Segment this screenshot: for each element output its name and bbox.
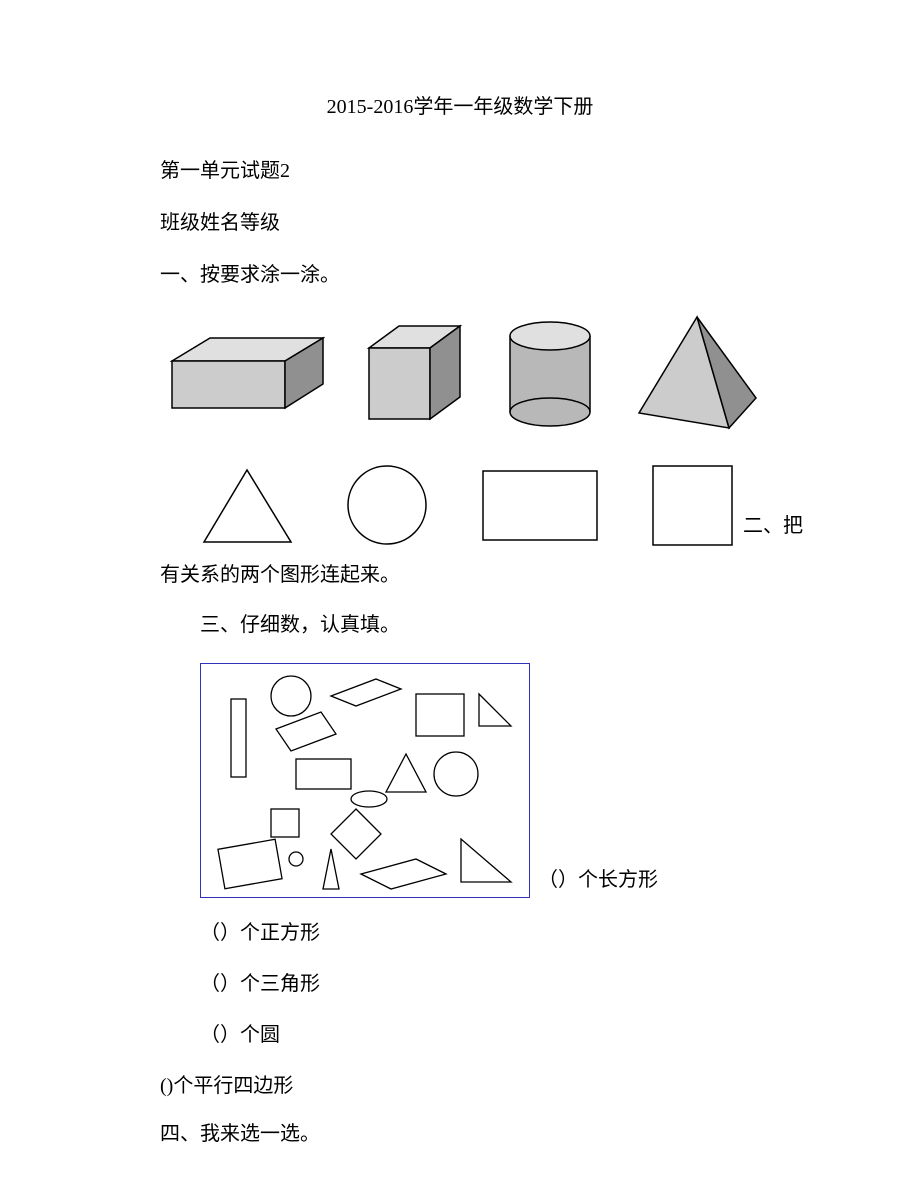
info-line: 班级姓名等级 <box>160 209 820 237</box>
q3-heading: 三、仔细数，认真填。 <box>160 611 820 639</box>
q2-inline: 二、把 <box>743 509 803 548</box>
subtitle: 第一单元试题2 <box>160 157 820 185</box>
q2-wrap: 有关系的两个图形连起来。 <box>160 558 820 587</box>
q3-rect-label: （）个长方形 <box>538 863 658 898</box>
cylinder-icon <box>505 318 595 428</box>
q3-triangle-label: （）个三角形 <box>200 967 820 996</box>
cube-icon <box>365 323 465 423</box>
shapes-2d-row <box>200 463 735 548</box>
cuboid-icon <box>170 336 325 411</box>
circle-2d-icon <box>345 463 430 548</box>
q4-heading: 四、我来选一选。 <box>160 1120 820 1148</box>
q3-shapes-box <box>200 663 530 898</box>
triangle-2d-icon <box>200 466 295 546</box>
shapes-3d-row <box>170 313 820 433</box>
doc-content: 第一单元试题2 班级姓名等级 一、按要求涂一涂。 <box>0 157 920 1148</box>
q3-row: （）个长方形 <box>160 663 820 898</box>
rectangle-2d-icon <box>480 468 600 543</box>
q3-para-label: ()个平行四边形 <box>160 1069 820 1098</box>
q3-square-label: （）个正方形 <box>200 916 820 945</box>
doc-title: 2015-2016学年一年级数学下册 <box>0 90 920 119</box>
q3-circle-label: （）个圆 <box>200 1018 820 1047</box>
q1-heading: 一、按要求涂一涂。 <box>160 261 820 289</box>
square-2d-icon <box>650 463 735 548</box>
pyramid-icon <box>635 313 760 433</box>
shapes-2d-row-container: 二、把 <box>160 463 820 548</box>
